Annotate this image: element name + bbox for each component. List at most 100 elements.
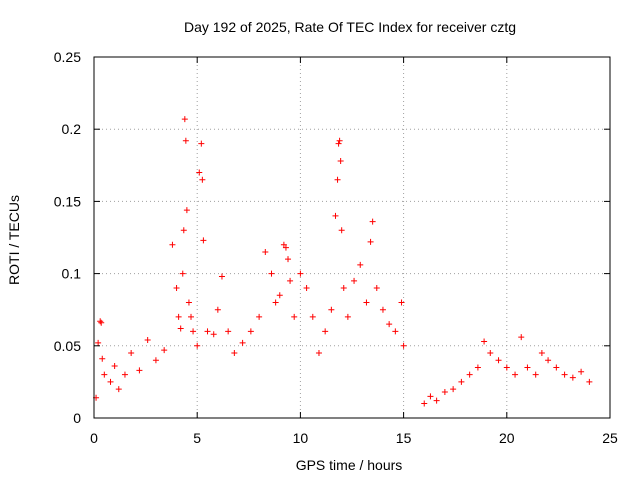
data-point bbox=[210, 331, 217, 338]
data-point bbox=[214, 306, 221, 313]
data-point bbox=[225, 328, 232, 335]
data-point bbox=[545, 357, 552, 364]
grid-lines bbox=[94, 57, 610, 418]
data-point bbox=[363, 299, 370, 306]
data-point bbox=[561, 371, 568, 378]
data-point bbox=[578, 368, 585, 375]
data-point bbox=[503, 364, 510, 371]
data-point bbox=[309, 313, 316, 320]
x-tick-label: 15 bbox=[396, 430, 412, 446]
y-tick-label: 0.05 bbox=[54, 338, 81, 354]
x-tick-label: 10 bbox=[293, 430, 309, 446]
data-point bbox=[512, 371, 519, 378]
data-point bbox=[99, 355, 106, 362]
y-tick-label: 0.2 bbox=[62, 121, 82, 137]
data-point bbox=[569, 374, 576, 381]
data-point bbox=[272, 299, 279, 306]
y-tick-label: 0.15 bbox=[54, 193, 81, 209]
data-point bbox=[285, 256, 292, 263]
y-tick-label: 0.1 bbox=[62, 266, 82, 282]
data-point bbox=[427, 393, 434, 400]
axis-ticks: 0 5 10 15 20 25 0 0.05 0.1 0.15 0.2 0.25 bbox=[54, 49, 618, 446]
data-point bbox=[204, 328, 211, 335]
data-point bbox=[179, 270, 186, 277]
data-point bbox=[474, 364, 481, 371]
data-point bbox=[340, 285, 347, 292]
data-point bbox=[421, 400, 428, 407]
data-point bbox=[338, 227, 345, 234]
data-point bbox=[256, 313, 263, 320]
x-tick-label: 0 bbox=[90, 430, 98, 446]
data-point bbox=[458, 378, 465, 385]
data-point bbox=[379, 306, 386, 313]
data-point bbox=[328, 306, 335, 313]
data-point bbox=[303, 285, 310, 292]
data-point bbox=[239, 339, 246, 346]
data-point bbox=[282, 244, 289, 251]
data-point bbox=[332, 212, 339, 219]
data-point bbox=[152, 357, 159, 364]
data-point bbox=[495, 357, 502, 364]
data-point bbox=[373, 285, 380, 292]
data-point bbox=[351, 277, 358, 284]
data-point bbox=[182, 137, 189, 144]
data-point bbox=[194, 342, 201, 349]
y-tick-label: 0 bbox=[73, 410, 81, 426]
data-point bbox=[101, 371, 108, 378]
data-point bbox=[538, 350, 545, 357]
data-point bbox=[199, 176, 206, 183]
data-point bbox=[392, 328, 399, 335]
data-point bbox=[553, 364, 560, 371]
data-point bbox=[200, 237, 207, 244]
x-tick-label: 25 bbox=[602, 430, 618, 446]
data-point bbox=[198, 140, 205, 147]
data-point bbox=[218, 273, 225, 280]
data-point bbox=[466, 371, 473, 378]
data-point bbox=[441, 389, 448, 396]
data-point bbox=[121, 371, 128, 378]
y-tick-label: 0.25 bbox=[54, 49, 81, 65]
data-point bbox=[247, 328, 254, 335]
data-point bbox=[532, 371, 539, 378]
data-point bbox=[291, 313, 298, 320]
data-point bbox=[287, 277, 294, 284]
x-tick-label: 20 bbox=[499, 430, 515, 446]
data-point bbox=[190, 328, 197, 335]
data-point bbox=[181, 116, 188, 123]
data-point bbox=[276, 292, 283, 299]
data-point bbox=[180, 227, 187, 234]
data-point bbox=[398, 299, 405, 306]
data-point bbox=[297, 270, 304, 277]
data-point bbox=[524, 364, 531, 371]
data-point bbox=[185, 299, 192, 306]
data-point bbox=[334, 176, 341, 183]
data-point bbox=[344, 313, 351, 320]
data-point bbox=[188, 313, 195, 320]
data-point bbox=[107, 378, 114, 385]
data-point bbox=[177, 325, 184, 332]
y-axis-label: ROTI / TECUs bbox=[6, 195, 22, 285]
chart-title: Day 192 of 2025, Rate Of TEC Index for r… bbox=[184, 19, 516, 35]
data-point bbox=[335, 140, 342, 147]
data-point bbox=[98, 319, 105, 326]
data-point bbox=[367, 238, 374, 245]
data-point bbox=[128, 350, 135, 357]
data-point bbox=[386, 321, 393, 328]
data-point bbox=[169, 241, 176, 248]
data-point bbox=[183, 207, 190, 214]
data-point bbox=[322, 328, 329, 335]
data-point bbox=[400, 342, 407, 349]
data-point bbox=[433, 397, 440, 404]
data-point bbox=[357, 261, 364, 268]
data-point bbox=[95, 339, 102, 346]
data-point bbox=[161, 347, 168, 354]
data-point bbox=[173, 285, 180, 292]
data-point bbox=[111, 363, 118, 370]
data-point bbox=[369, 218, 376, 225]
data-point bbox=[586, 378, 593, 385]
data-point bbox=[487, 350, 494, 357]
plot-frame bbox=[93, 56, 611, 419]
data-point bbox=[268, 270, 275, 277]
data-point bbox=[97, 318, 104, 325]
